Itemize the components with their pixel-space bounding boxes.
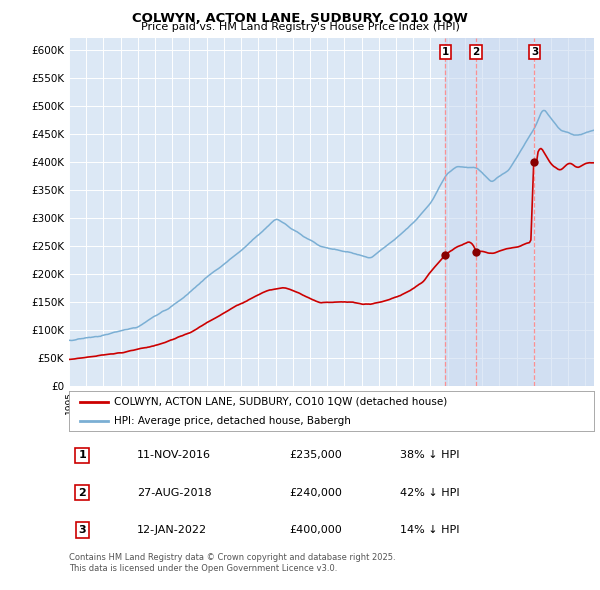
Text: 14% ↓ HPI: 14% ↓ HPI	[400, 525, 459, 535]
Text: 1: 1	[78, 450, 86, 460]
Text: 27-AUG-2018: 27-AUG-2018	[137, 488, 212, 497]
Text: COLWYN, ACTON LANE, SUDBURY, CO10 1QW: COLWYN, ACTON LANE, SUDBURY, CO10 1QW	[132, 12, 468, 25]
Text: 2: 2	[78, 488, 86, 497]
Text: HPI: Average price, detached house, Babergh: HPI: Average price, detached house, Babe…	[113, 416, 350, 425]
Text: £235,000: £235,000	[290, 450, 342, 460]
Bar	[445, 38, 600, 386]
Text: Price paid vs. HM Land Registry's House Price Index (HPI): Price paid vs. HM Land Registry's House …	[140, 22, 460, 32]
Text: 11-NOV-2016: 11-NOV-2016	[137, 450, 211, 460]
Text: 38% ↓ HPI: 38% ↓ HPI	[400, 450, 459, 460]
Text: 42% ↓ HPI: 42% ↓ HPI	[400, 488, 460, 497]
Text: 12-JAN-2022: 12-JAN-2022	[137, 525, 208, 535]
Text: £400,000: £400,000	[290, 525, 342, 535]
Text: 2: 2	[472, 47, 480, 57]
Text: £240,000: £240,000	[290, 488, 343, 497]
Text: 3: 3	[79, 525, 86, 535]
Text: Contains HM Land Registry data © Crown copyright and database right 2025.
This d: Contains HM Land Registry data © Crown c…	[69, 553, 395, 573]
Text: COLWYN, ACTON LANE, SUDBURY, CO10 1QW (detached house): COLWYN, ACTON LANE, SUDBURY, CO10 1QW (d…	[113, 397, 447, 407]
Text: 1: 1	[442, 47, 449, 57]
Text: 3: 3	[531, 47, 538, 57]
